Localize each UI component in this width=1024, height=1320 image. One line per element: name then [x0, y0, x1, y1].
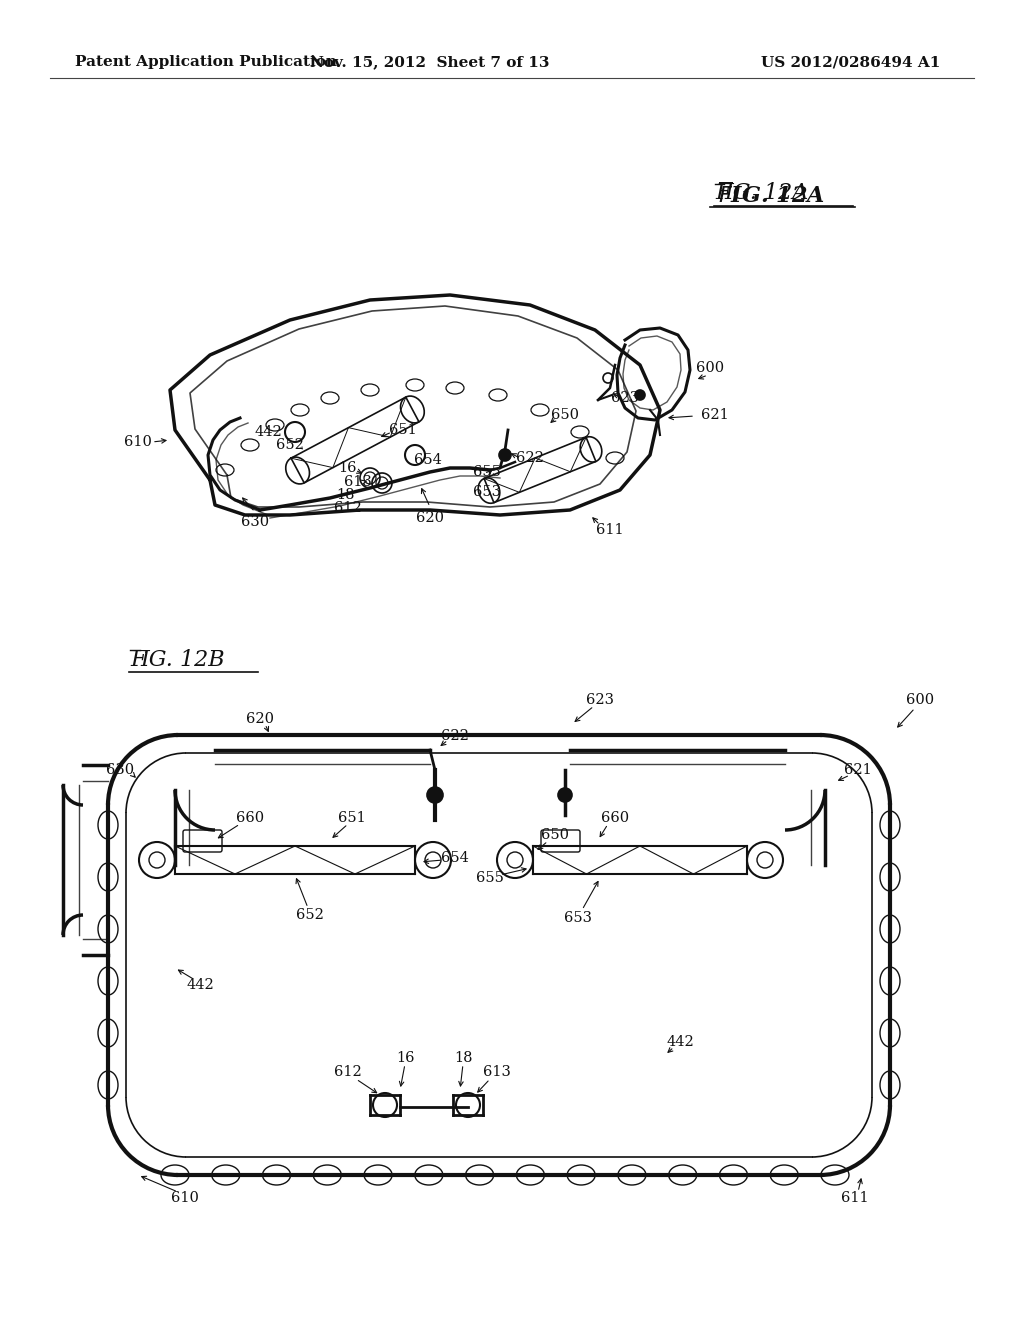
Text: 442: 442 [254, 425, 282, 440]
Circle shape [635, 389, 645, 400]
Text: IG. 12B: IG. 12B [140, 649, 224, 671]
Text: 653: 653 [473, 484, 501, 499]
Text: US 2012/0286494 A1: US 2012/0286494 A1 [761, 55, 940, 69]
Text: 655: 655 [476, 871, 504, 884]
Text: 620: 620 [246, 711, 274, 726]
Text: 620: 620 [416, 511, 444, 525]
Text: 622: 622 [441, 729, 469, 743]
Text: 622: 622 [516, 451, 544, 465]
Circle shape [499, 449, 511, 461]
Text: 16: 16 [395, 1051, 415, 1065]
Text: 654: 654 [441, 851, 469, 865]
Text: 18: 18 [454, 1051, 472, 1065]
Text: 660: 660 [236, 810, 264, 825]
Text: Nov. 15, 2012  Sheet 7 of 13: Nov. 15, 2012 Sheet 7 of 13 [310, 55, 550, 69]
Text: 650: 650 [551, 408, 579, 422]
Text: F: F [130, 649, 145, 671]
Circle shape [558, 788, 572, 803]
Text: 621: 621 [701, 408, 729, 422]
Circle shape [427, 787, 443, 803]
Text: $\overline{F}$IG. 12A: $\overline{F}$IG. 12A [718, 182, 825, 207]
Text: 650: 650 [541, 828, 569, 842]
Text: 651: 651 [389, 422, 417, 437]
Text: 630: 630 [105, 763, 134, 777]
Text: 610: 610 [171, 1191, 199, 1205]
Text: 613: 613 [344, 475, 372, 488]
Text: 442: 442 [667, 1035, 694, 1049]
Text: 600: 600 [696, 360, 724, 375]
Text: F: F [715, 182, 730, 205]
Text: 651: 651 [338, 810, 366, 825]
Text: 611: 611 [841, 1191, 868, 1205]
Text: 612: 612 [334, 502, 361, 515]
Text: 654: 654 [414, 453, 442, 467]
Text: 623: 623 [586, 693, 614, 708]
Text: 652: 652 [276, 438, 304, 451]
Text: 613: 613 [483, 1065, 511, 1078]
Text: Patent Application Publication: Patent Application Publication [75, 55, 337, 69]
Text: 18: 18 [336, 488, 354, 502]
Text: 621: 621 [844, 763, 871, 777]
Text: 610: 610 [124, 436, 152, 449]
Text: 660: 660 [601, 810, 629, 825]
Text: 630: 630 [241, 515, 269, 529]
Text: 600: 600 [906, 693, 934, 708]
Text: 653: 653 [564, 911, 592, 925]
Text: 655: 655 [473, 465, 501, 479]
Text: 652: 652 [296, 908, 324, 921]
Text: 623: 623 [611, 391, 639, 405]
Text: IG. 12A: IG. 12A [724, 182, 808, 205]
Text: 16: 16 [339, 461, 357, 475]
Text: 612: 612 [334, 1065, 361, 1078]
Text: 442: 442 [186, 978, 214, 993]
Text: 611: 611 [596, 523, 624, 537]
